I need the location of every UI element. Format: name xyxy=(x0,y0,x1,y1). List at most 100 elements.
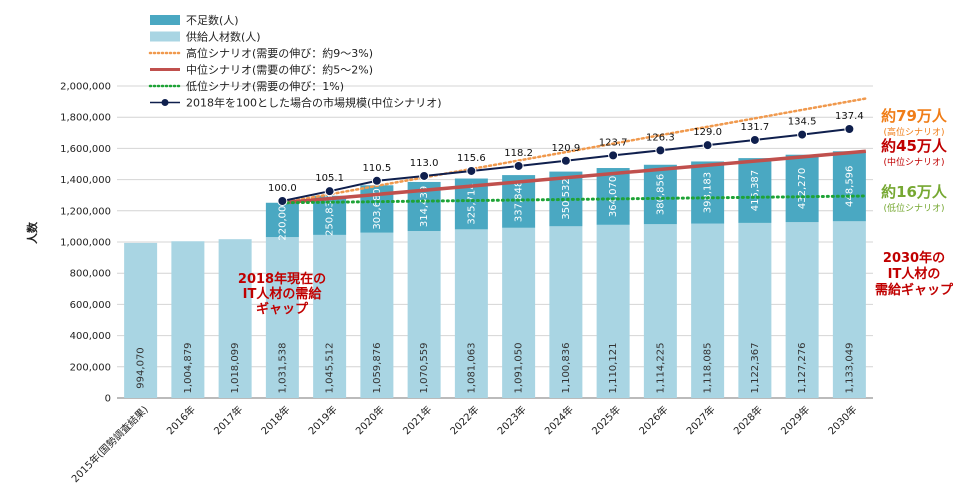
y-tick-label: 1,000,000 xyxy=(60,238,111,249)
y-axis: 0 200,000 400,000 600,000 800,000 1,000,000 1,… xyxy=(60,82,111,405)
supply-bar xyxy=(738,222,772,398)
market-index-label: 120.9 xyxy=(552,143,581,154)
shortage-label: 325,714 xyxy=(466,183,477,224)
market-index-label: 105.1 xyxy=(315,173,344,184)
market-index-point xyxy=(277,196,288,206)
market-index-label: 126.3 xyxy=(646,132,675,143)
legend-label: 高位シナリオ(需要の伸び：約9〜3%) xyxy=(186,46,373,60)
shortage-bar xyxy=(596,168,630,225)
supply-label: 994,070 xyxy=(136,347,147,388)
supply-bar xyxy=(502,227,536,398)
supply-label: 1,059,876 xyxy=(372,343,383,394)
high-gap-value: 約79万人 xyxy=(881,107,948,125)
market-index-label: 123.7 xyxy=(599,137,628,148)
market-index-label: 115.6 xyxy=(457,153,486,164)
legend-label: 供給人材数(人) xyxy=(186,30,261,44)
x-tick-label: 2021年 xyxy=(400,403,434,437)
supply-label: 1,070,559 xyxy=(419,343,430,394)
gap-2018-label: ギャップ xyxy=(256,301,309,317)
supply-label: 1,018,099 xyxy=(230,343,241,394)
shortage-label: 364,070 xyxy=(608,176,619,217)
market-index-label: 134.5 xyxy=(788,117,817,128)
x-tick-label: 2025年 xyxy=(589,403,623,437)
supply-label: 1,110,121 xyxy=(608,343,619,394)
y-tick-label: 1,600,000 xyxy=(60,144,111,155)
supply-bar xyxy=(124,242,158,398)
gap-2030-label: 需給ギャップ xyxy=(875,282,954,298)
supply-label: 1,122,367 xyxy=(750,343,761,394)
mid-gap-value: 約45万人 xyxy=(881,137,948,155)
market-index-point xyxy=(419,170,430,181)
market-index-point xyxy=(560,155,571,166)
supply-bar xyxy=(643,224,677,398)
supply-bar xyxy=(691,223,725,398)
y-tick-label: 2,000,000 xyxy=(60,82,111,93)
x-tick-label: 2024年 xyxy=(542,403,576,437)
legend-mid: 中位シナリオ(需要の伸び：約5〜2%) xyxy=(150,63,373,77)
gap-2018-label: 2018年現在の xyxy=(238,271,326,287)
high-scenario-line xyxy=(281,97,868,205)
market-index-label: 137.4 xyxy=(835,111,864,122)
x-tick-label: 2015年(国勢調査結果) xyxy=(69,403,151,485)
supply-label: 1,100,836 xyxy=(561,343,572,394)
low-gap-sub: (低位シナリオ) xyxy=(883,202,944,214)
supply-label: 1,114,225 xyxy=(655,343,666,394)
gap-2030-label: 2030年の xyxy=(883,250,945,266)
x-axis: 2015年(国勢調査結果) 2016年 2017年 2018年 2019年 2020年 20… xyxy=(69,403,860,485)
legend-supply: 供給人材数(人) xyxy=(150,30,261,44)
supply-bar xyxy=(549,226,583,398)
supply-label: 1,118,085 xyxy=(703,343,714,394)
low-scenario-line xyxy=(280,194,868,205)
shortage-label: 415,387 xyxy=(750,170,761,211)
market-index-label: 131.7 xyxy=(741,122,770,133)
y-axis-label: 人数 xyxy=(25,221,39,244)
shortage-label: 432,270 xyxy=(797,168,808,209)
scenario-lines xyxy=(280,97,868,205)
y-tick-label: 800,000 xyxy=(70,269,111,280)
x-tick-label: 2027年 xyxy=(683,403,717,437)
legend-shortage: 不足数(人) xyxy=(150,14,239,27)
legend-label: 2018年を100とした場合の市場規模(中位シナリオ) xyxy=(186,96,442,110)
market-index-point xyxy=(513,160,524,171)
annotations: 約79万人(高位シナリオ)約45万人(中位シナリオ) 約16万人(低位シナリオ) 2… xyxy=(238,107,954,317)
shortage-label: 314,439 xyxy=(419,186,430,227)
supply-bar xyxy=(454,229,488,398)
supply-bar xyxy=(360,232,394,398)
x-tick-label: 2016年 xyxy=(164,403,198,437)
market-index-point xyxy=(749,134,760,145)
supply-bar xyxy=(218,239,252,398)
supply-bar xyxy=(832,221,866,398)
supply-bar xyxy=(171,241,205,398)
bars xyxy=(124,151,866,398)
market-index-label: 110.5 xyxy=(363,163,392,174)
market-index-label: 113.0 xyxy=(410,158,439,169)
shortage-label: 250,835 xyxy=(325,195,336,236)
x-tick-label: 2018年 xyxy=(258,403,292,437)
supply-bar xyxy=(313,234,347,398)
market-index-point xyxy=(466,165,477,176)
gap-2018-label: IT人材の需給 xyxy=(243,286,323,302)
shortage-bar xyxy=(691,161,725,224)
legend-swatch xyxy=(150,15,180,25)
supply-label: 1,031,538 xyxy=(277,343,288,394)
shortage-label: 303,680 xyxy=(372,188,383,229)
legend-low: 低位シナリオ(需要の伸び：1%) xyxy=(148,79,344,93)
gap-2030-label: IT人材の xyxy=(888,266,941,282)
shortage-label: 337,848 xyxy=(514,181,525,222)
market-index-label: 129.0 xyxy=(693,127,722,138)
y-tick-label: 600,000 xyxy=(70,300,111,311)
market-index-line: 100.0 105.1 110.5 113.0 115.6 118.2 120.9 123.7… xyxy=(268,111,864,206)
shortage-label: 220,000 xyxy=(277,199,288,240)
shortage-label: 380,856 xyxy=(655,174,666,215)
legend-label: 低位シナリオ(需要の伸び：1%) xyxy=(186,79,344,93)
market-index-point xyxy=(608,150,619,161)
market-index-point xyxy=(844,124,855,134)
y-tick-label: 1,400,000 xyxy=(60,175,111,186)
low-gap-value: 約16万人 xyxy=(881,183,948,201)
shortage-bar xyxy=(785,154,819,223)
shortage-bar xyxy=(643,164,677,225)
market-index-point xyxy=(324,186,335,197)
x-tick-label: 2020年 xyxy=(353,403,387,437)
shortage-label: 398,183 xyxy=(703,172,714,213)
